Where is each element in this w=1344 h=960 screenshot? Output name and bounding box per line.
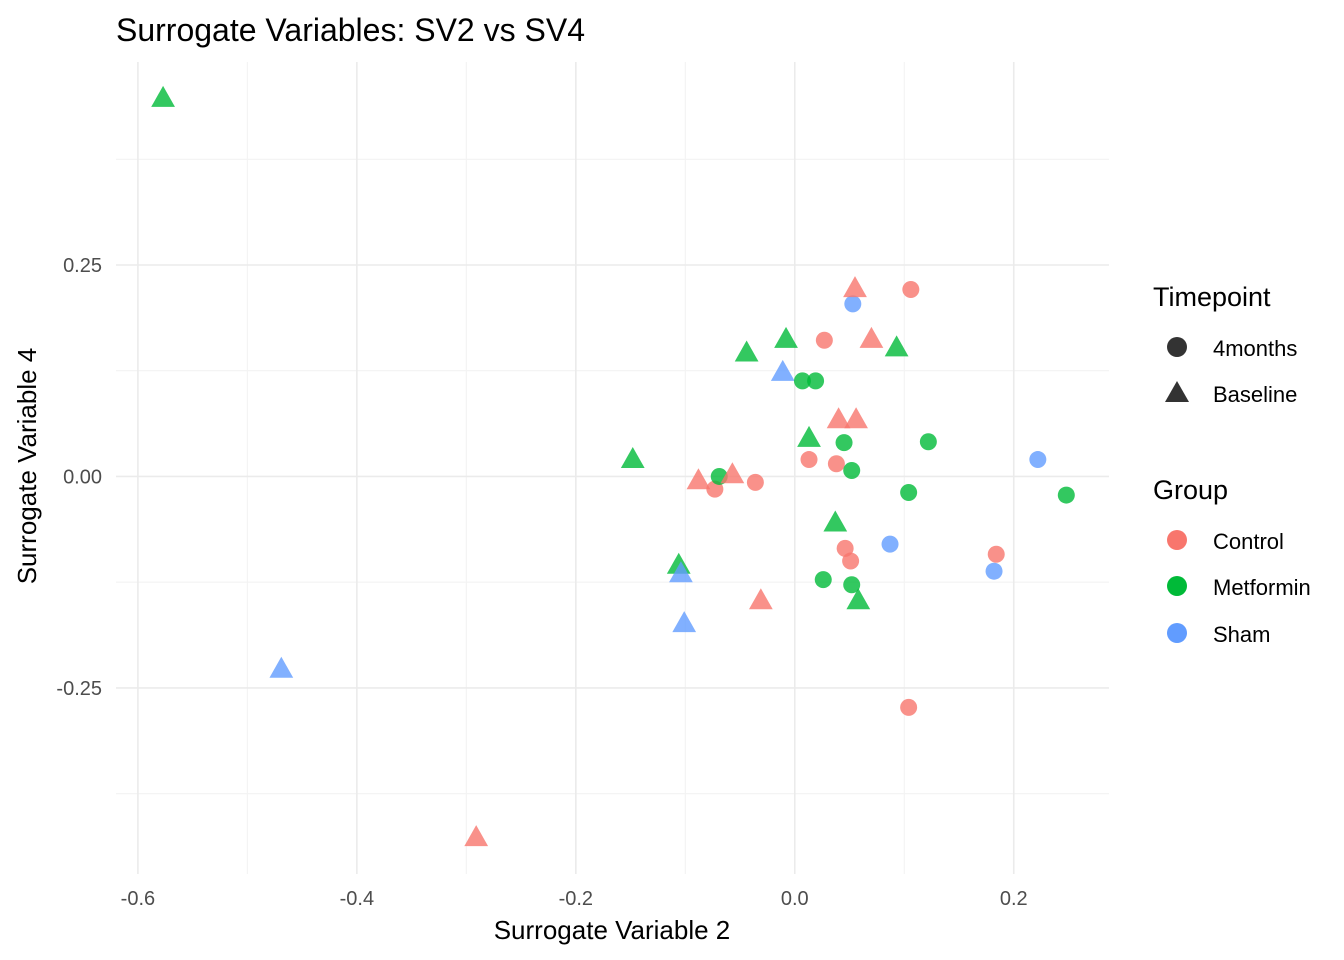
data-point-triangle — [686, 468, 711, 490]
data-point-circle — [881, 535, 899, 553]
grid — [116, 62, 1109, 874]
data-points — [151, 85, 1075, 847]
data-point-circle — [985, 562, 1003, 580]
data-point-circle — [835, 434, 853, 452]
x-tick-labels: -0.6 -0.4 -0.2 0.0 0.2 — [121, 888, 1028, 910]
x-tick-label: -0.2 — [559, 888, 593, 910]
data-point-triangle — [464, 825, 489, 847]
x-tick-label: -0.6 — [121, 888, 155, 910]
data-point-triangle — [669, 561, 693, 583]
legend-label-control: Control — [1213, 529, 1284, 554]
legend: Timepoint 4months Baseline Group Control… — [1153, 282, 1311, 647]
data-point-triangle — [620, 447, 645, 469]
legend-key-metformin — [1167, 576, 1187, 596]
data-point-triangle — [720, 462, 745, 484]
y-tick-label: 0.00 — [63, 466, 102, 488]
data-point-circle — [843, 462, 861, 480]
data-point-triangle — [844, 407, 868, 429]
x-tick-label: 0.2 — [1000, 888, 1028, 910]
data-point-circle — [842, 552, 860, 570]
data-point-circle — [815, 331, 833, 349]
data-point-triangle — [672, 611, 697, 633]
data-point-circle — [807, 372, 825, 390]
legend-title-group: Group — [1153, 475, 1228, 505]
data-point-triangle — [734, 340, 759, 362]
data-point-circle — [1029, 451, 1047, 469]
data-point-triangle — [269, 656, 294, 678]
legend-label-baseline: Baseline — [1213, 382, 1297, 407]
data-point-circle — [746, 473, 764, 491]
y-axis-title: Surrogate Variable 4 — [12, 348, 42, 585]
data-point-circle — [814, 571, 832, 589]
x-tick-label: -0.4 — [340, 888, 374, 910]
data-point-circle — [902, 281, 920, 299]
legend-key-control — [1167, 530, 1187, 550]
chart-title: Surrogate Variables: SV2 vs SV4 — [116, 12, 585, 48]
data-point-triangle — [826, 407, 851, 429]
data-point-triangle — [884, 335, 909, 357]
data-point-triangle — [823, 510, 848, 532]
data-point-triangle — [797, 425, 821, 447]
data-point-circle — [793, 372, 811, 390]
data-point-triangle — [859, 326, 884, 348]
y-tick-label: -0.25 — [56, 678, 102, 700]
x-tick-label: 0.0 — [781, 888, 809, 910]
data-point-circle — [800, 451, 818, 469]
legend-key-sham — [1167, 623, 1187, 643]
legend-key-triangle — [1165, 381, 1189, 402]
legend-label-4months: 4months — [1213, 336, 1297, 361]
data-point-circle — [1057, 486, 1075, 504]
data-point-triangle — [770, 359, 795, 381]
y-tick-labels: -0.25 0.00 0.25 — [56, 255, 102, 700]
data-point-circle — [987, 545, 1005, 563]
data-point-circle — [900, 698, 918, 716]
legend-key-circle — [1167, 337, 1187, 357]
data-point-circle — [827, 455, 845, 473]
legend-label-sham: Sham — [1213, 622, 1270, 647]
data-point-triangle — [846, 588, 871, 610]
data-point-circle — [900, 484, 918, 502]
x-axis-title: Surrogate Variable 2 — [494, 915, 731, 945]
legend-label-metformin: Metformin — [1213, 575, 1311, 600]
data-point-circle — [844, 295, 862, 313]
data-point-circle — [836, 539, 854, 557]
data-point-circle — [919, 433, 937, 451]
y-tick-label: 0.25 — [63, 255, 102, 277]
data-point-triangle — [748, 588, 773, 610]
data-point-triangle — [151, 85, 175, 107]
data-point-triangle — [843, 276, 867, 298]
data-point-triangle — [774, 326, 798, 348]
data-point-circle — [843, 576, 861, 594]
legend-title-timepoint: Timepoint — [1153, 282, 1271, 312]
